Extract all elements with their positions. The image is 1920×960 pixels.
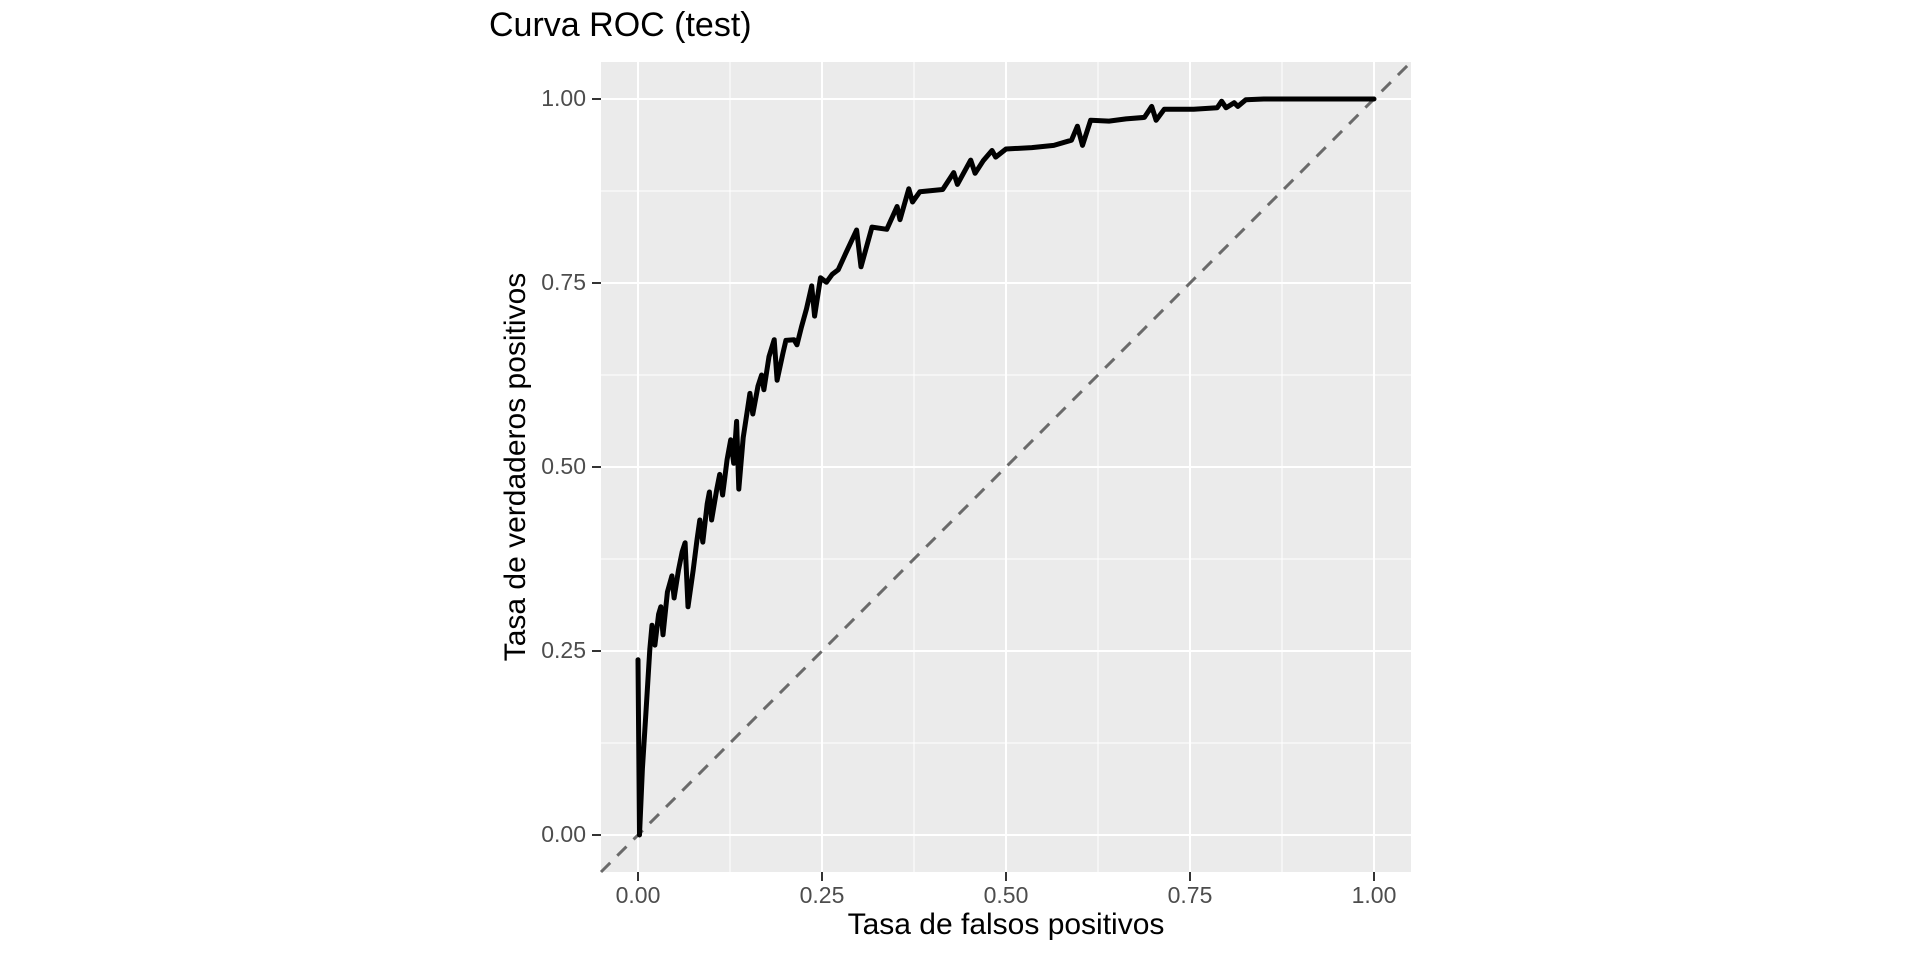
x-tick-label: 0.00 <box>615 882 661 908</box>
y-tick-label: 0.75 <box>541 269 586 295</box>
y-tick-label: 0.00 <box>541 821 586 847</box>
x-axis-title: Tasa de falsos positivos <box>847 908 1165 941</box>
y-tick-label: 1.00 <box>541 85 586 111</box>
x-tick-label: 0.75 <box>1167 882 1213 908</box>
x-tick-label: 1.00 <box>1351 882 1397 908</box>
y-tick-label: 0.50 <box>541 453 586 479</box>
chart-title: Curva ROC (test) <box>489 6 752 44</box>
roc-curve <box>635 96 1377 838</box>
reference-diagonal-line <box>599 60 1413 874</box>
x-tick-label: 0.50 <box>983 882 1029 908</box>
y-tick-label: 0.25 <box>541 637 586 663</box>
x-tick-label: 0.25 <box>799 882 845 908</box>
